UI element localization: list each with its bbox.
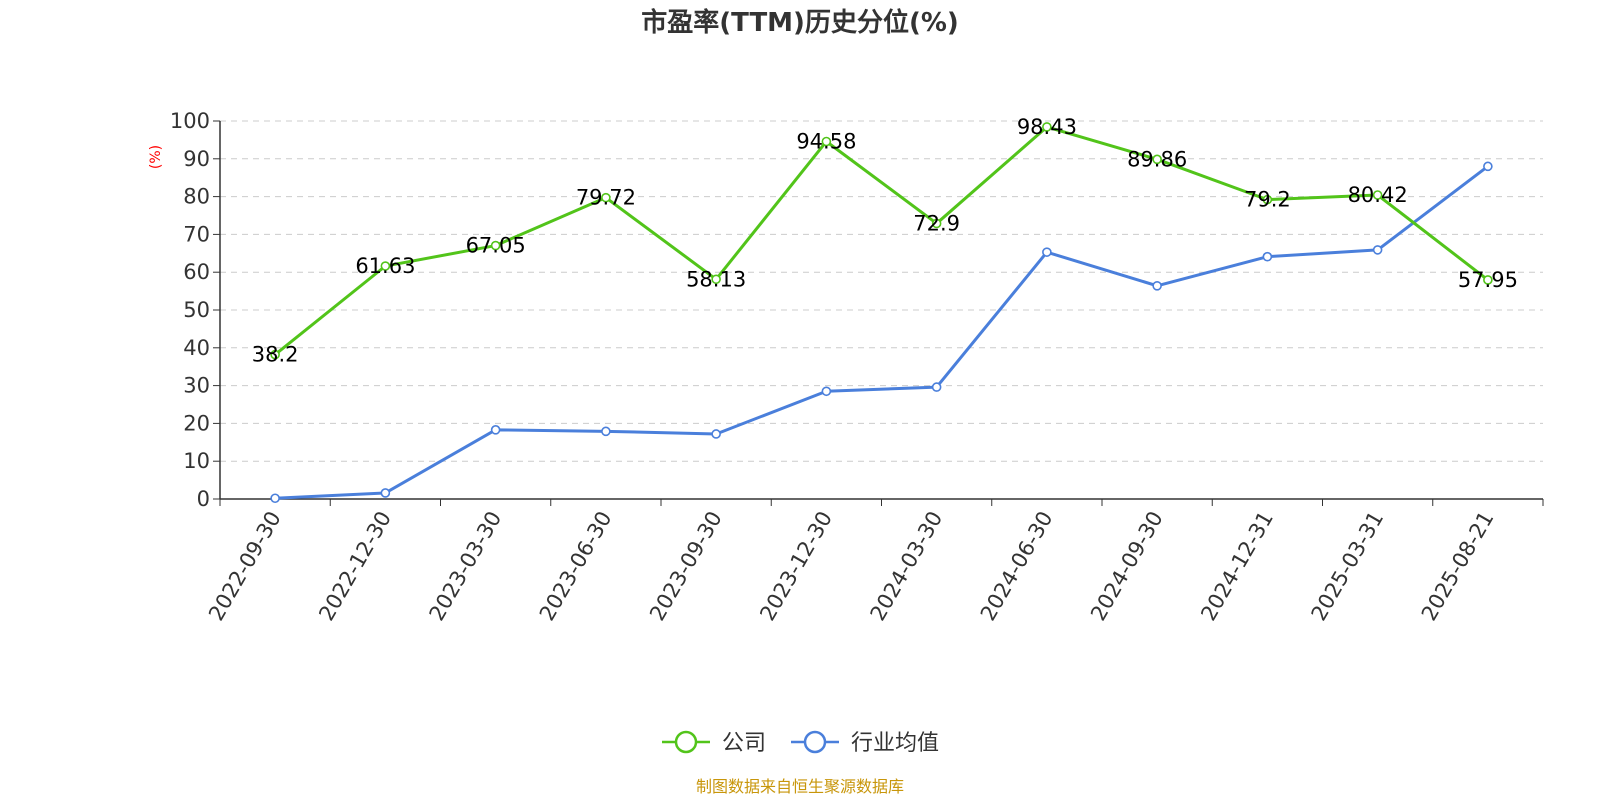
x-tick-label: 2025-03-31 xyxy=(1307,507,1389,625)
y-tick-labels: 0 10 20 30 40 50 60 70 80 90 100 xyxy=(170,109,210,511)
x-tick-label: 2025-08-21 xyxy=(1417,507,1499,625)
x-tick-label: 2024-12-31 xyxy=(1196,507,1278,625)
x-tick-labels: 2022-09-30 2022-12-30 2023-03-30 2023-06-30… xyxy=(204,507,1499,625)
source-note: 制图数据来自恒生聚源数据库 xyxy=(696,777,904,796)
data-point xyxy=(270,349,280,360)
series-line-1 xyxy=(275,165,1489,500)
data-point xyxy=(1483,275,1493,285)
x-tick-label: 2023-09-30 xyxy=(645,507,727,625)
x-tick-label: 2022-12-30 xyxy=(314,507,396,625)
grid-lines xyxy=(220,120,1543,462)
data-point xyxy=(1372,245,1383,255)
chart-title: 市盈率(TTM)历史分位(%) xyxy=(641,7,959,38)
data-label: 58.13 xyxy=(686,267,746,291)
data-point xyxy=(490,425,501,435)
legend-label: 行业均值 xyxy=(851,731,939,756)
data-point xyxy=(711,429,721,439)
data-label: 98.43 xyxy=(1017,115,1077,139)
data-point xyxy=(380,488,391,498)
axes xyxy=(213,120,1544,506)
data-label: 67.05 xyxy=(466,234,526,258)
data-point xyxy=(380,261,391,271)
y-tick-label: 80 xyxy=(183,185,210,209)
x-tick-label: 2022-09-30 xyxy=(204,507,286,625)
data-label: 57.95 xyxy=(1458,268,1518,292)
data-point xyxy=(1152,154,1162,165)
legend-marker-icon xyxy=(803,730,827,754)
y-tick-label: 70 xyxy=(183,222,210,246)
y-tick-label: 20 xyxy=(183,411,210,435)
data-point xyxy=(1483,161,1493,172)
data-point xyxy=(1262,194,1273,205)
data-label: 72.9 xyxy=(913,211,960,235)
data-point xyxy=(490,240,501,251)
x-tick-label: 2024-06-30 xyxy=(976,507,1058,625)
series-group: 38.2 61.63 67.05 79.72 58.13 94.58 72.9 98.43 89… xyxy=(252,115,1518,504)
y-tick-label: 100 xyxy=(170,109,210,133)
data-point xyxy=(270,493,280,504)
legend: 公司 行业均值 xyxy=(662,730,939,756)
series-line-0 xyxy=(274,125,1489,356)
data-point xyxy=(821,136,832,147)
legend-marker-icon xyxy=(674,730,698,754)
data-point xyxy=(601,426,611,437)
data-point xyxy=(1152,281,1162,291)
y-tick-label: 30 xyxy=(183,374,210,398)
data-label: 61.63 xyxy=(355,254,415,278)
y-tick-label: 90 xyxy=(183,147,210,171)
data-point xyxy=(1042,247,1052,257)
y-tick-label: 40 xyxy=(183,336,210,360)
data-point xyxy=(1262,251,1273,262)
x-tick-label: 2023-12-30 xyxy=(755,507,837,625)
x-tick-label: 2024-03-30 xyxy=(866,507,948,625)
legend-item-1[interactable]: 行业均值 xyxy=(791,730,939,756)
data-label: 89.86 xyxy=(1127,147,1187,171)
y-tick-label: 0 xyxy=(197,487,210,511)
data-point xyxy=(601,192,611,203)
data-label: 38.2 xyxy=(252,343,299,367)
x-tick-label: 2023-03-30 xyxy=(425,507,507,625)
data-label: 80.42 xyxy=(1348,183,1408,207)
data-point xyxy=(1372,190,1383,200)
data-label: 94.58 xyxy=(796,129,856,153)
data-point xyxy=(1042,122,1052,132)
y-tick-label: 10 xyxy=(183,449,210,473)
y-tick-label: 50 xyxy=(183,298,210,322)
data-label: 79.2 xyxy=(1244,188,1291,212)
data-point xyxy=(711,274,721,285)
y-tick-label: 60 xyxy=(183,260,210,284)
legend-item-0[interactable]: 公司 xyxy=(662,730,766,756)
data-point xyxy=(931,382,942,392)
x-tick-label: 2024-09-30 xyxy=(1086,507,1168,625)
legend-label: 公司 xyxy=(722,731,766,756)
x-tick-label: 2023-06-30 xyxy=(535,507,617,625)
y-axis-label: (%) xyxy=(148,145,164,169)
data-point xyxy=(821,386,832,397)
data-point xyxy=(931,218,942,229)
data-label: 79.72 xyxy=(576,186,636,210)
